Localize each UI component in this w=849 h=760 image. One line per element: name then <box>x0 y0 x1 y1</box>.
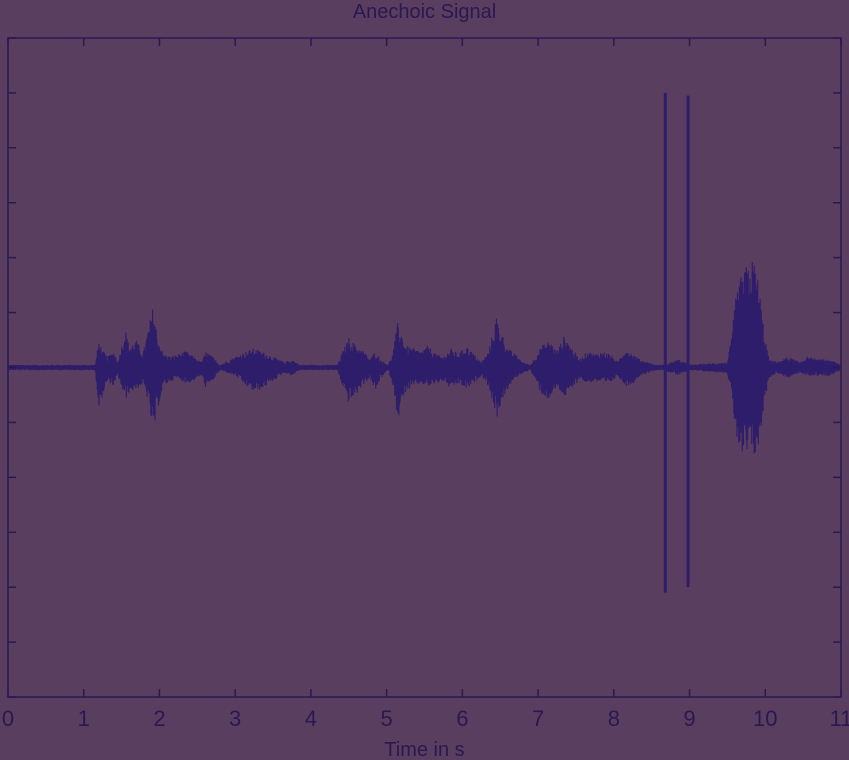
x-tick-label: 11 <box>830 706 849 731</box>
x-tick-label: 4 <box>305 706 317 731</box>
y-axis-ticks <box>8 37 841 698</box>
signal-line <box>7 262 842 454</box>
x-tick-label: 3 <box>229 706 241 731</box>
x-tick-label: 6 <box>456 706 468 731</box>
x-axis-label: Time in s <box>384 739 464 760</box>
x-tick-label: 2 <box>153 706 165 731</box>
x-tick-label: 5 <box>381 706 393 731</box>
x-tick-label: 7 <box>532 706 544 731</box>
x-tick-label: 0 <box>2 706 14 731</box>
x-tick-label: 8 <box>608 706 620 731</box>
signal-waveform <box>7 92 842 593</box>
x-tick-label: 10 <box>753 706 777 731</box>
chart-title: Anechoic Signal <box>353 1 496 23</box>
x-tick-label: 1 <box>78 706 90 731</box>
x-tick-label: 9 <box>683 706 695 731</box>
x-axis-ticks: 0 1 2 3 4 5 6 7 8 9 10 11 <box>2 38 849 731</box>
